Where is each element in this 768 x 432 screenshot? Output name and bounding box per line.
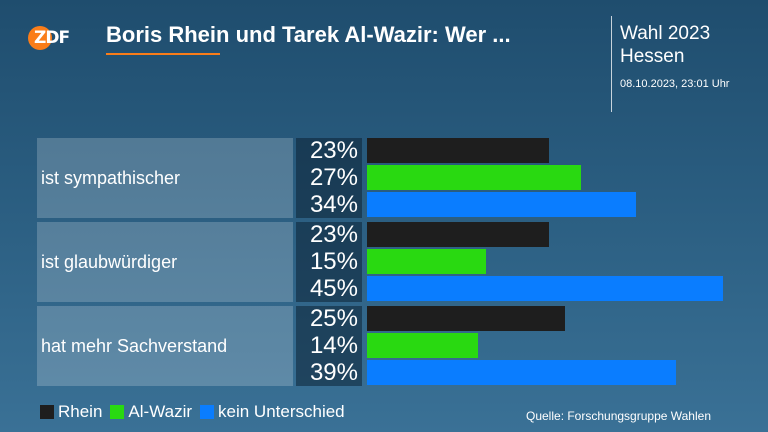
legend-swatch-rhein [40,405,54,419]
category-label: ist glaubwürdiger [41,251,178,272]
legend-label-rhein: Rhein [58,402,103,421]
bar-rhein [367,306,565,331]
category-label: hat mehr Sachverstand [41,335,228,356]
timestamp: 08.10.2023, 23:01 Uhr [620,78,730,90]
data-label-al-wazir: 15% [309,248,358,275]
chart-title: Boris Rhein und Tarek Al-Wazir: Wer ... [106,22,511,47]
data-label-rhein: 25% [309,305,358,332]
category-label-box: ist sympathischer [37,138,293,218]
category-label-box: ist glaubwürdiger [37,222,293,302]
legend-item-al-wazir: Al-Wazir [110,402,192,422]
percent-box: 25% 14% 39% [296,306,362,386]
bar-kein-unterschied [367,360,676,385]
legend: Rhein Al-Wazir kein Unterschied [40,402,353,422]
legend-swatch-kein-unterschied [200,405,215,419]
bar-rhein [367,138,549,163]
zdf-logo-text: ZDF [34,28,70,48]
percent-box: 23% 15% 45% [296,222,362,302]
zdf-logo-circle [28,26,52,50]
data-label-al-wazir: 14% [309,332,358,359]
category-label: ist sympathischer [41,167,181,188]
data-label-kein-unterschied: 45% [309,275,358,302]
bar-al-wazir [367,249,486,274]
data-label-rhein: 23% [309,137,358,164]
data-label-kein-unterschied: 34% [309,191,358,218]
legend-item-kein-unterschied: kein Unterschied [200,402,345,422]
header-divider [611,16,612,112]
source-note: Quelle: Forschungsgruppe Wahlen [526,409,711,423]
election-info: Wahl 2023 Hessen [620,22,710,68]
category-label-box: hat mehr Sachverstand [37,306,293,386]
bar-kein-unterschied [367,276,723,301]
election-region: Hessen [620,46,685,67]
legend-swatch-al-wazir [110,405,125,419]
title-underline [106,53,220,55]
data-label-kein-unterschied: 39% [309,359,358,386]
legend-label-kein-unterschied: kein Unterschied [218,402,345,421]
percent-box: 23% 27% 34% [296,138,362,218]
data-label-rhein: 23% [309,221,358,248]
bar-kein-unterschied [367,192,636,217]
bar-al-wazir [367,165,581,190]
legend-label-al-wazir: Al-Wazir [128,402,193,421]
bar-rhein [367,222,549,247]
zdf-logo: ZDF [28,26,76,50]
election-name: Wahl 2023 [620,23,711,44]
bar-al-wazir [367,333,478,358]
legend-item-rhein: Rhein [40,402,102,422]
data-label-al-wazir: 27% [309,164,358,191]
